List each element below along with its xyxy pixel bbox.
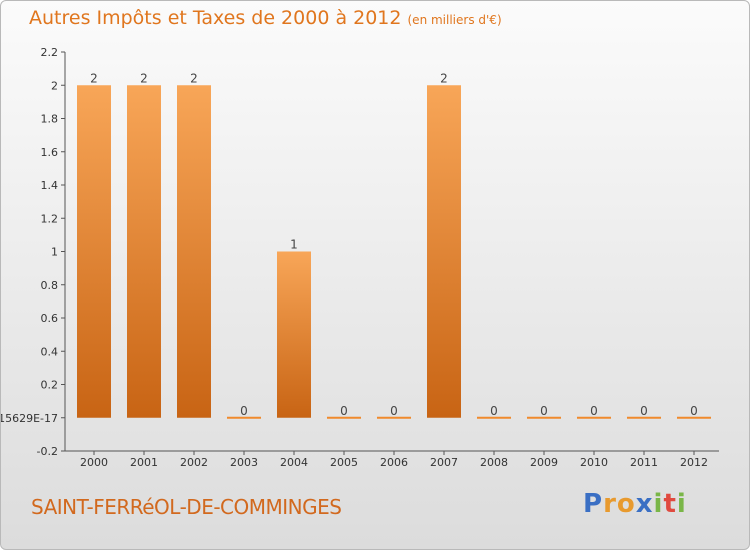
- y-tick-label: 0.6: [41, 312, 59, 325]
- y-tick-label: 2: [51, 79, 58, 92]
- value-label-2011: 0: [640, 404, 648, 418]
- value-label-2003: 0: [240, 404, 248, 418]
- logo-letter: t: [663, 489, 677, 519]
- value-label-2007: 2: [440, 71, 448, 85]
- value-label-2002: 2: [190, 71, 198, 85]
- bar-2005: [327, 416, 361, 419]
- bar-2011: [627, 416, 661, 419]
- y-tick-label: 1.8: [41, 113, 59, 126]
- x-tick-label: 2005: [330, 456, 358, 469]
- x-tick-label: 2008: [480, 456, 508, 469]
- bar-2004: [277, 251, 311, 418]
- y-tick-label: 0.4: [41, 345, 59, 358]
- chart-title: Autres Impôts et Taxes de 2000 à 2012 (en…: [29, 7, 502, 29]
- x-tick-label: 2004: [280, 456, 308, 469]
- bar-2012: [677, 416, 711, 419]
- value-label-2004: 1: [290, 238, 298, 252]
- x-tick-label: 2007: [430, 456, 458, 469]
- x-tick-label: 2003: [230, 456, 258, 469]
- proxiti-logo[interactable]: Proxiti: [583, 489, 687, 519]
- bar-2008: [477, 416, 511, 419]
- axes: -0.2 -1.15629E-17 0.2 0.4 0.6 0.8 1 1.2 1.4 1.6 1.…: [1, 46, 719, 469]
- value-label-2000: 2: [90, 71, 98, 85]
- y-tick-label: 2.2: [41, 46, 59, 59]
- value-label-2010: 0: [590, 404, 598, 418]
- y-tick-label: 1: [51, 246, 58, 259]
- value-label-2006: 0: [390, 404, 398, 418]
- x-tick-label: 2006: [380, 456, 408, 469]
- y-tick-label: -1.15629E-17: [1, 412, 58, 425]
- value-label-2008: 0: [490, 404, 498, 418]
- bar-2009: [527, 416, 561, 419]
- x-tick-label: 2012: [680, 456, 708, 469]
- y-tick-label: 0.8: [41, 279, 59, 292]
- bar-2000: [77, 85, 111, 418]
- y-tick-label: 0.2: [41, 379, 59, 392]
- value-label-2009: 0: [540, 404, 548, 418]
- bar-2001: [127, 85, 161, 418]
- chart-subtitle: (en milliers d'€): [407, 13, 502, 27]
- value-label-2012: 0: [690, 404, 698, 418]
- value-labels: 2 2 2 0 1 0 0 2 0 0 0 0 0: [90, 71, 698, 418]
- y-tick-label: 1.2: [41, 212, 59, 225]
- x-tick-label: 2011: [630, 456, 658, 469]
- y-tick-label: 1.4: [41, 179, 59, 192]
- y-tick-label: 1.6: [41, 146, 59, 159]
- x-tick-label: 2009: [530, 456, 558, 469]
- logo-letter: x: [635, 489, 654, 519]
- chart-title-text: Autres Impôts et Taxes de 2000 à 2012: [29, 7, 402, 29]
- logo-letter: i: [676, 489, 687, 519]
- bars: [77, 85, 711, 419]
- logo-letter: i: [653, 489, 664, 519]
- bar-2007: [427, 85, 461, 418]
- commune-name: SAINT-FERRéOL-DE-COMMINGES: [31, 495, 342, 519]
- bar-2002: [177, 85, 211, 418]
- bar-2006: [377, 416, 411, 419]
- logo-letter: r: [603, 489, 617, 519]
- bar-2010: [577, 416, 611, 419]
- logo-letter: P: [583, 489, 604, 519]
- logo-letter: o: [616, 489, 636, 519]
- x-tick-label: 2002: [180, 456, 208, 469]
- bar-2003: [227, 416, 261, 419]
- x-tick-label: 2001: [130, 456, 158, 469]
- value-label-2001: 2: [140, 71, 148, 85]
- y-tick-label: -0.2: [37, 445, 58, 458]
- value-label-2005: 0: [340, 404, 348, 418]
- x-tick-label: 2000: [80, 456, 108, 469]
- x-tick-label: 2010: [580, 456, 608, 469]
